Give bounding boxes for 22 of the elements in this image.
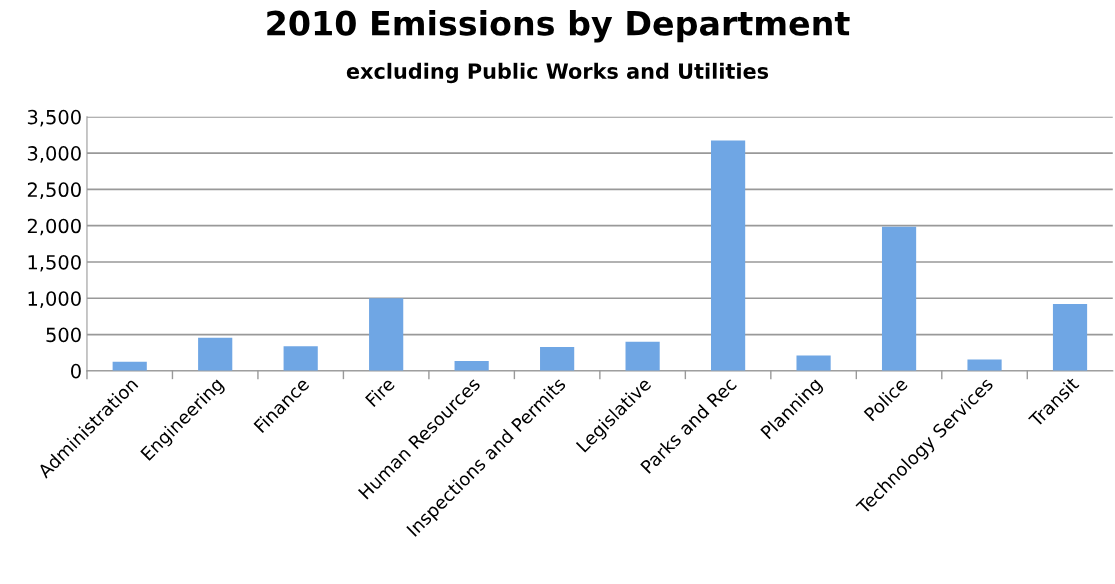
bar bbox=[283, 346, 318, 371]
y-tick-label: 0 bbox=[71, 363, 81, 379]
bar bbox=[711, 140, 746, 371]
bar bbox=[540, 346, 575, 371]
y-tick-label: 1,500 bbox=[28, 254, 81, 272]
bar bbox=[796, 355, 831, 371]
bar bbox=[967, 359, 1002, 371]
bar bbox=[1052, 304, 1088, 371]
bar bbox=[881, 226, 917, 371]
y-tick-label: 2,000 bbox=[27, 218, 81, 236]
chart-title: 2010 Emissions by Department bbox=[267, 10, 850, 43]
bar bbox=[369, 298, 404, 371]
y-tick-label: 3,500 bbox=[27, 109, 81, 127]
y-tick-label: 500 bbox=[46, 327, 81, 343]
bar bbox=[625, 341, 660, 371]
chart-subtitle: excluding Public Works and Utilities bbox=[346, 62, 769, 84]
bar bbox=[198, 337, 233, 371]
y-tick-label: 1,000 bbox=[28, 291, 81, 308]
y-tick-label: 3,000 bbox=[27, 146, 81, 163]
y-tick-label: 2,500 bbox=[27, 182, 81, 200]
bar bbox=[454, 361, 489, 371]
x-tick-label: Fire bbox=[364, 376, 396, 408]
